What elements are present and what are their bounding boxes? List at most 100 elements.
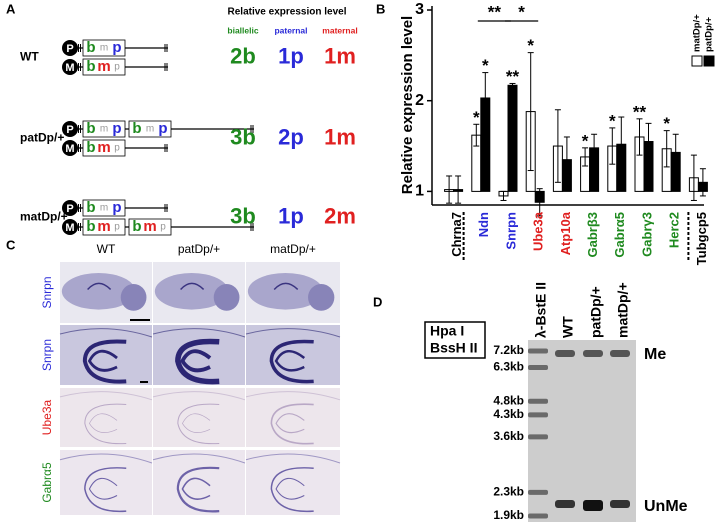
gene-letter: p	[158, 120, 167, 137]
ladder-band	[528, 365, 548, 371]
gene-letter: b	[132, 120, 141, 137]
hippocampus	[84, 403, 127, 445]
ladder-band	[528, 412, 548, 418]
hippocampus	[270, 403, 314, 445]
section-image	[153, 388, 245, 447]
row-label: Snrpn	[40, 339, 54, 371]
lane-label: λ-BstE II	[533, 282, 549, 338]
section-image	[153, 450, 245, 515]
gene-letter: b	[86, 39, 95, 56]
cortex-edge	[245, 453, 341, 464]
dentate	[89, 413, 118, 433]
significance: *	[527, 36, 534, 55]
marker-label: 1.9kb	[493, 508, 524, 522]
x-tick-label: Atp10a	[558, 211, 573, 255]
cortex-edge	[59, 453, 153, 464]
column-label: matDp/+	[270, 242, 316, 256]
gene-letter: b	[86, 199, 95, 216]
marker-label: 7.2kb	[493, 343, 524, 357]
section-image	[246, 388, 340, 447]
gene-letter: m	[97, 58, 110, 75]
ladder-band	[528, 513, 548, 519]
gene-box	[82, 120, 126, 138]
legend-label: patDp/+	[704, 16, 715, 52]
genotype: patDp/+	[20, 131, 64, 145]
allele-type: maternal	[322, 25, 357, 35]
gene-letter: b	[86, 120, 95, 137]
dentate	[275, 477, 305, 500]
gene-letter: b	[86, 218, 95, 235]
section-image	[60, 450, 152, 515]
significance: *	[582, 131, 589, 150]
gene-box	[82, 199, 126, 217]
gene-letter: m	[100, 203, 108, 214]
gene-letter: m	[97, 218, 110, 235]
gene-letter: m	[143, 218, 156, 235]
gene-letter: p	[112, 39, 121, 56]
hippocampus	[270, 467, 314, 513]
brain-section	[61, 272, 136, 310]
gene-box	[82, 218, 126, 236]
parent-circle	[62, 140, 78, 156]
significance: *	[473, 108, 480, 127]
legend-swatch	[703, 55, 715, 67]
hippocampus	[273, 282, 299, 290]
significance: *	[482, 56, 489, 75]
hippocampus	[269, 339, 314, 384]
panel-label: B	[376, 1, 385, 16]
expression-level: 3b	[230, 203, 256, 228]
cortex-edge	[152, 391, 246, 401]
dentate	[180, 349, 212, 373]
x-tick-label: Snrpn	[503, 212, 518, 250]
cortex-edge	[245, 328, 341, 338]
band-label: Me	[644, 346, 666, 363]
significance: **	[633, 102, 647, 121]
y-tick-label: 2	[415, 92, 424, 109]
cortex-edge	[152, 328, 246, 338]
cerebellum	[120, 283, 147, 311]
brain-section	[154, 272, 229, 310]
significance: *	[663, 114, 670, 133]
bracket-label: *	[518, 2, 525, 21]
cortex-edge	[152, 453, 246, 464]
me-band	[583, 350, 603, 357]
allele-type: biallelic	[227, 25, 258, 35]
dentate	[182, 413, 211, 433]
y-tick-label: 3	[415, 1, 424, 18]
gene-letter: p	[112, 120, 121, 137]
marker-label: 6.3kb	[493, 360, 524, 374]
gene-letter: b	[132, 218, 141, 235]
allele-type: paternal	[274, 25, 307, 35]
legend-label: matDp/+	[692, 14, 703, 52]
column-label: patDp/+	[178, 242, 220, 256]
panel-label: C	[6, 237, 16, 252]
parent-label: P	[66, 203, 73, 215]
dentate	[181, 477, 211, 500]
bracket-label: **	[488, 2, 502, 21]
header: Relative expression level	[228, 7, 347, 18]
unme-band	[583, 500, 603, 511]
section-image	[246, 450, 340, 515]
section-image	[60, 388, 152, 447]
gene-letter: b	[86, 139, 95, 156]
x-tick-label: Gabrβ3	[585, 212, 600, 258]
cortex-edge	[245, 391, 341, 401]
dentate	[274, 350, 306, 372]
unme-band	[610, 500, 630, 508]
section-image	[246, 325, 340, 385]
ladder-band	[528, 348, 548, 354]
parent-label: M	[65, 62, 74, 74]
dentate	[275, 413, 305, 434]
expression-level: 2p	[278, 124, 304, 149]
dentate	[87, 349, 118, 372]
ladder-band	[528, 434, 548, 440]
marker-label: 2.3kb	[493, 485, 524, 499]
gene-letter: p	[114, 222, 120, 233]
gene-box	[82, 58, 126, 76]
column-label: WT	[97, 242, 116, 256]
gene-letter: m	[100, 43, 108, 54]
gene-letter: p	[160, 222, 166, 233]
gene-box	[128, 218, 172, 236]
row-label: Snrpn	[40, 276, 54, 308]
gene-letter: m	[97, 139, 110, 156]
